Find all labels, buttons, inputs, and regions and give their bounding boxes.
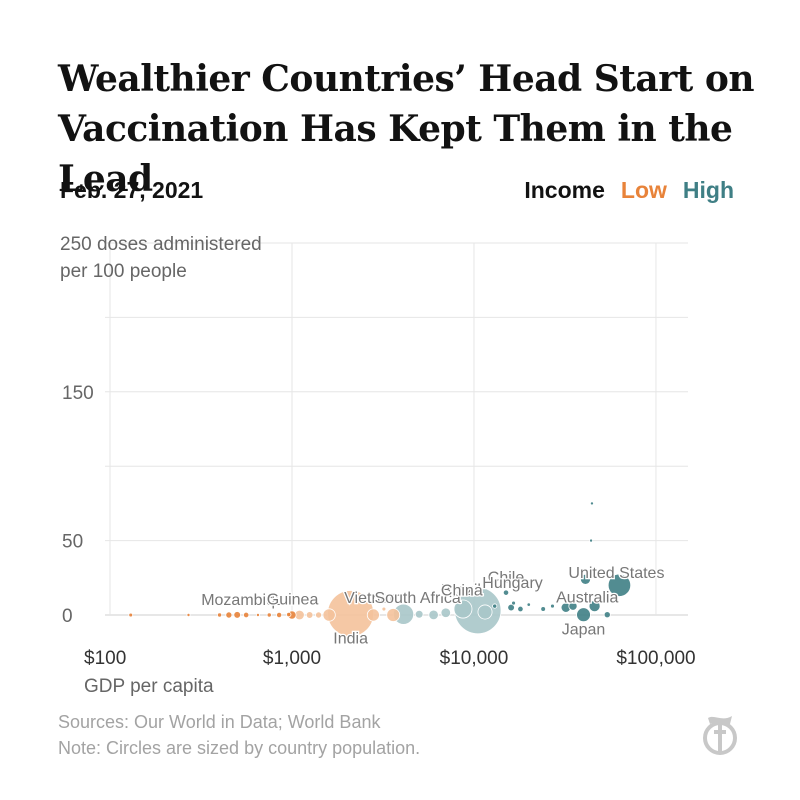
data-point	[453, 599, 473, 619]
axis-labels: 0 50 150 250 doses administered per 100 peop…	[60, 234, 696, 697]
data-point	[322, 608, 336, 622]
data-point	[266, 612, 272, 618]
country-label: Hungary	[482, 575, 542, 592]
legend-label: Income	[524, 177, 605, 203]
data-point	[568, 601, 578, 611]
country-label: South Africa	[374, 590, 460, 607]
country-label: Chile	[488, 570, 525, 587]
data-point	[414, 609, 424, 619]
data-point	[492, 603, 498, 609]
country-label: Brazil	[441, 582, 481, 599]
country-label: Japan	[562, 622, 606, 639]
data-point	[225, 611, 233, 619]
country-label: India	[333, 631, 368, 648]
country-label: United States	[568, 565, 664, 582]
y-tick-label: 0	[62, 606, 73, 627]
data-point	[366, 608, 380, 622]
population-note: Note: Circles are sized by country popul…	[58, 738, 421, 758]
data-point	[589, 538, 594, 543]
data-point	[276, 611, 283, 619]
data-point	[217, 612, 223, 618]
legend-low: Low	[620, 177, 667, 203]
data-point	[315, 611, 323, 619]
data-point	[477, 604, 493, 620]
x-tick-label: $10,000	[440, 648, 509, 669]
data-point	[255, 613, 260, 618]
x-axis-title: GDP per capita	[84, 676, 214, 697]
data-point	[502, 589, 510, 596]
y-axis-title: per 100 people	[60, 261, 187, 282]
data-point	[128, 612, 134, 618]
x-tick-label: $100,000	[616, 648, 695, 669]
country-label: Guinea	[267, 592, 319, 609]
data-point	[381, 606, 387, 612]
data-point	[186, 613, 191, 618]
x-tick-label: $1,000	[263, 648, 321, 669]
data-point	[386, 608, 401, 622]
country-label: Vietnam	[344, 590, 402, 607]
data-point	[242, 611, 250, 619]
data-point	[588, 600, 601, 613]
data-point	[428, 609, 439, 621]
sources-note: Sources: Our World in Data; World Bank	[58, 712, 381, 732]
data-point	[576, 607, 591, 623]
data-point	[517, 605, 524, 613]
data-point	[233, 611, 241, 619]
data-point	[511, 600, 516, 606]
x-tick-label: $100	[84, 648, 126, 669]
data-point	[603, 611, 611, 619]
y-axis-title: 250 doses administered	[60, 234, 262, 255]
data-point	[589, 501, 594, 506]
data-point	[550, 603, 555, 609]
data-point	[305, 611, 314, 619]
data-point	[540, 606, 546, 612]
data-point	[610, 599, 615, 604]
legend-high: High	[682, 177, 734, 203]
data-point	[440, 607, 451, 618]
data-point	[507, 603, 515, 612]
chart-date: Feb. 27, 2021	[60, 177, 204, 203]
data-points	[128, 501, 632, 637]
data-point	[580, 573, 591, 585]
country-label: China	[441, 583, 483, 600]
country-label: Australia	[556, 590, 618, 607]
data-point	[526, 602, 531, 607]
data-point	[607, 573, 632, 597]
country-label: Mozambique	[201, 592, 293, 609]
data-point	[286, 611, 292, 618]
y-tick-label: 150	[62, 383, 94, 404]
y-tick-label: 50	[62, 532, 83, 553]
grid-lines	[105, 242, 688, 616]
income-legend: Income Low High	[524, 177, 734, 204]
chart-title: Wealthier Countries’ Head Start on Vacci…	[58, 58, 755, 200]
nyt-logo-icon	[703, 716, 737, 755]
